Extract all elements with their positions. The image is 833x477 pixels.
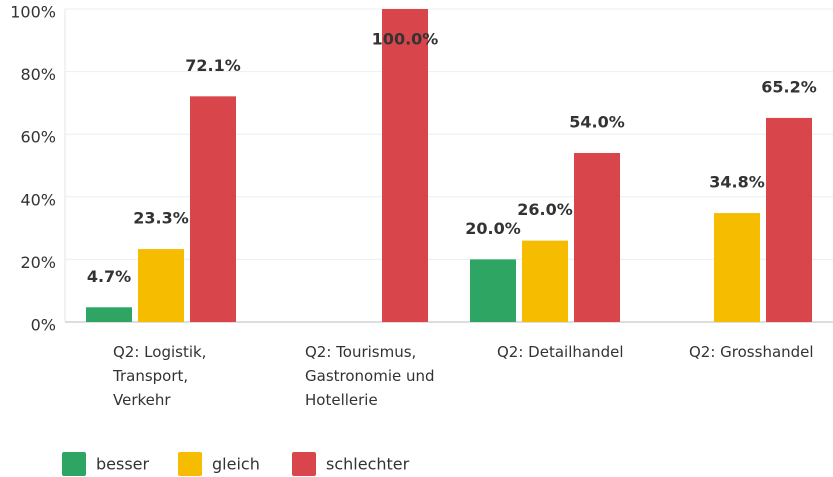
value-label: 34.8% <box>709 173 765 192</box>
x-tick-label: Q2: Logistik, Transport, Verkehr <box>113 343 207 409</box>
x-tick-label: Q2: Detailhandel <box>497 343 624 361</box>
legend-label: schlechter <box>326 455 410 474</box>
legend-swatch <box>292 452 316 476</box>
legend-swatch <box>62 452 86 476</box>
value-label: 65.2% <box>761 77 817 96</box>
value-label: 4.7% <box>87 267 131 286</box>
bar <box>766 117 812 322</box>
bar <box>86 307 132 322</box>
x-tick-label: Q2: Grosshandel <box>689 343 814 361</box>
bar <box>382 9 428 322</box>
bar <box>190 96 236 323</box>
y-tick-label: 0% <box>31 316 56 335</box>
value-label: 54.0% <box>569 112 625 131</box>
bar <box>138 249 184 322</box>
value-label: 20.0% <box>465 219 521 238</box>
bar <box>574 152 620 322</box>
y-tick-label: 100% <box>10 3 56 22</box>
value-label: 72.1% <box>185 56 241 75</box>
bar <box>470 259 516 322</box>
y-tick-label: 60% <box>20 128 56 147</box>
value-label: 23.3% <box>133 209 189 228</box>
y-tick-label: 40% <box>20 190 56 209</box>
bar <box>714 213 760 322</box>
value-label: 26.0% <box>517 200 573 219</box>
bar <box>522 240 568 322</box>
value-label: 100.0% <box>372 30 439 49</box>
legend-swatch <box>178 452 202 476</box>
legend-label: besser <box>96 455 150 474</box>
legend-label: gleich <box>212 455 260 474</box>
x-tick-label: Q2: Tourismus, Gastronomie und Hotelleri… <box>305 343 435 409</box>
y-tick-label: 80% <box>20 65 56 84</box>
y-tick-label: 20% <box>20 253 56 272</box>
